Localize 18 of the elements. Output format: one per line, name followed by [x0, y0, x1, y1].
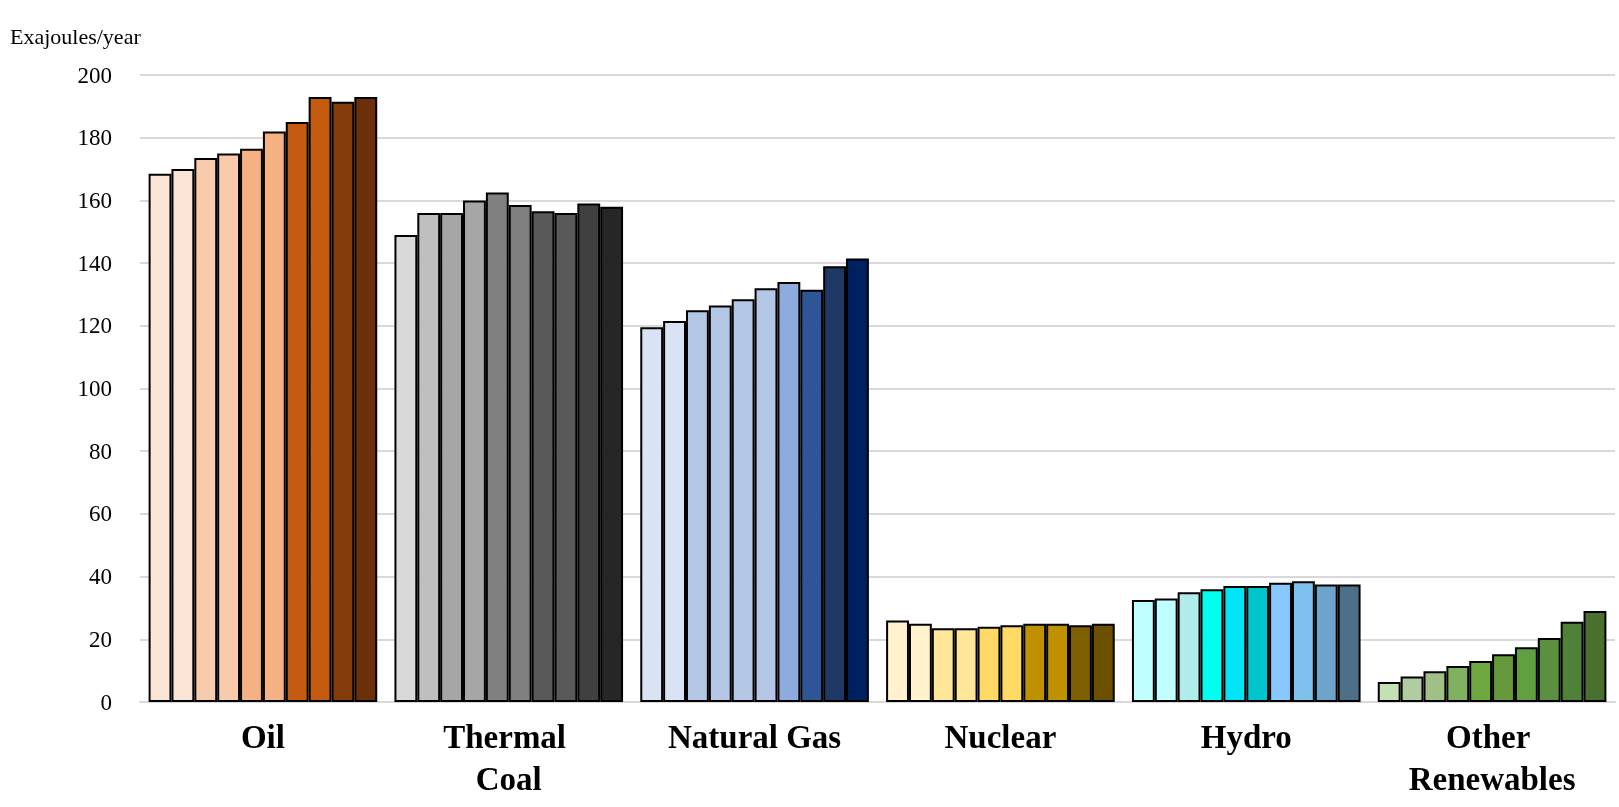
y-tick-label: 60 [89, 501, 112, 527]
y-tick-label: 20 [89, 626, 112, 652]
y-tick-label: 140 [77, 250, 112, 276]
y-tick-label: 40 [89, 564, 112, 590]
y-tick-label: 0 [100, 689, 112, 715]
y-tick-label: 100 [77, 376, 112, 401]
x-tick-label: Hydro [1200, 719, 1292, 755]
x-tick-label: Oil [240, 719, 285, 755]
y-axis-title: Exajoules/year [10, 23, 142, 49]
y-tick-label: 120 [77, 313, 112, 339]
y-tick-label: 180 [77, 125, 112, 151]
x-tick-label: Other Renewables [1408, 719, 1576, 797]
y-tick-label: 200 [77, 62, 112, 88]
x-tick-label: Natural Gas [667, 719, 842, 755]
y-tick-label: 80 [89, 438, 112, 464]
x-tick-label: Nuclear [944, 719, 1057, 755]
x-tick-label: Thermal Coal [443, 719, 575, 797]
y-tick-label: 160 [77, 187, 112, 213]
